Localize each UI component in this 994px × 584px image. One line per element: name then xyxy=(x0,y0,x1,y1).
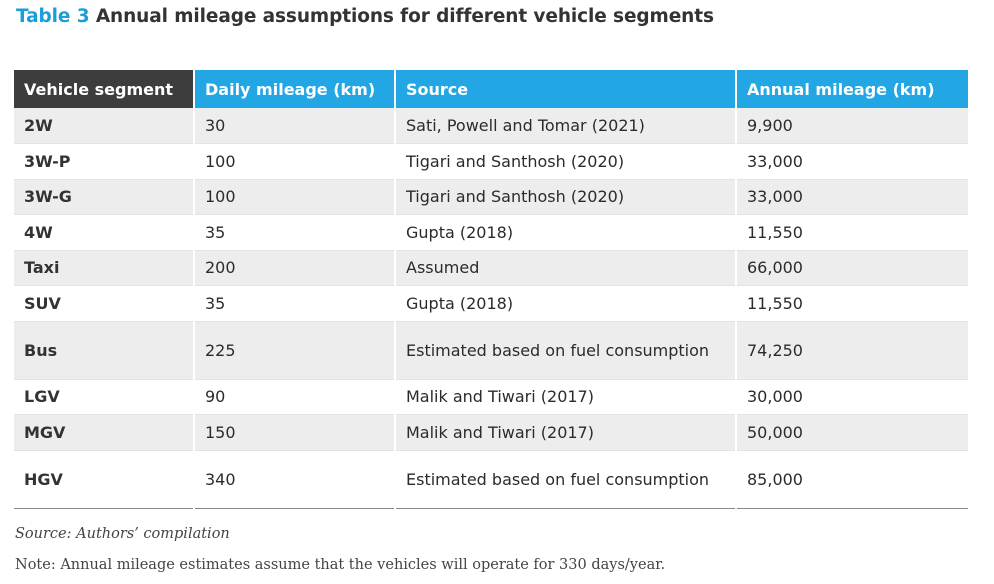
cell-daily: 340 xyxy=(194,450,395,508)
cell-annual: 30,000 xyxy=(736,379,968,415)
table-title-text: Annual mileage assumptions for different… xyxy=(96,6,714,27)
table-title: Table 3 Annual mileage assumptions for d… xyxy=(16,6,714,27)
cell-segment: Bus xyxy=(14,321,194,379)
header-daily-mileage: Daily mileage (km) xyxy=(194,70,395,108)
cell-source: Gupta (2018) xyxy=(395,286,736,322)
table-row: LGV 90 Malik and Tiwari (2017) 30,000 xyxy=(14,379,968,415)
cell-annual: 9,900 xyxy=(736,108,968,144)
cell-source: Gupta (2018) xyxy=(395,215,736,251)
cell-source: Estimated based on fuel consumption xyxy=(395,321,736,379)
cell-annual: 11,550 xyxy=(736,215,968,251)
cell-source: Assumed xyxy=(395,250,736,286)
table-row: Taxi 200 Assumed 66,000 xyxy=(14,250,968,286)
table-row: SUV 35 Gupta (2018) 11,550 xyxy=(14,286,968,322)
cell-annual: 66,000 xyxy=(736,250,968,286)
table-row: 3W-G 100 Tigari and Santhosh (2020) 33,0… xyxy=(14,179,968,215)
cell-segment: Taxi xyxy=(14,250,194,286)
header-annual-mileage: Annual mileage (km) xyxy=(736,70,968,108)
cell-source: Tigari and Santhosh (2020) xyxy=(395,179,736,215)
source-note: Source: Authors’ compilation xyxy=(15,526,230,542)
cell-segment: 2W xyxy=(14,108,194,144)
cell-daily: 30 xyxy=(194,108,395,144)
footnote: Note: Annual mileage estimates assume th… xyxy=(15,557,665,573)
table-row: MGV 150 Malik and Tiwari (2017) 50,000 xyxy=(14,415,968,451)
cell-source: Tigari and Santhosh (2020) xyxy=(395,144,736,180)
cell-daily: 100 xyxy=(194,179,395,215)
table-number: Table 3 xyxy=(16,6,89,27)
cell-segment: 4W xyxy=(14,215,194,251)
cell-segment: 3W-P xyxy=(14,144,194,180)
cell-segment: HGV xyxy=(14,450,194,508)
cell-segment: MGV xyxy=(14,415,194,451)
header-vehicle-segment: Vehicle segment xyxy=(14,70,194,108)
cell-daily: 90 xyxy=(194,379,395,415)
cell-annual: 74,250 xyxy=(736,321,968,379)
header-row: Vehicle segment Daily mileage (km) Sourc… xyxy=(14,70,968,108)
cell-daily: 100 xyxy=(194,144,395,180)
header-source: Source xyxy=(395,70,736,108)
cell-daily: 150 xyxy=(194,415,395,451)
cell-source: Malik and Tiwari (2017) xyxy=(395,379,736,415)
cell-annual: 33,000 xyxy=(736,179,968,215)
cell-annual: 85,000 xyxy=(736,450,968,508)
cell-annual: 33,000 xyxy=(736,144,968,180)
cell-annual: 50,000 xyxy=(736,415,968,451)
cell-daily: 200 xyxy=(194,250,395,286)
mileage-table: Vehicle segment Daily mileage (km) Sourc… xyxy=(14,70,968,509)
cell-annual: 11,550 xyxy=(736,286,968,322)
cell-segment: SUV xyxy=(14,286,194,322)
cell-source: Malik and Tiwari (2017) xyxy=(395,415,736,451)
cell-source: Sati, Powell and Tomar (2021) xyxy=(395,108,736,144)
cell-segment: 3W-G xyxy=(14,179,194,215)
table-row: 2W 30 Sati, Powell and Tomar (2021) 9,90… xyxy=(14,108,968,144)
table-row: 3W-P 100 Tigari and Santhosh (2020) 33,0… xyxy=(14,144,968,180)
table-row: Bus 225 Estimated based on fuel consumpt… xyxy=(14,321,968,379)
table-row: 4W 35 Gupta (2018) 11,550 xyxy=(14,215,968,251)
table-row: HGV 340 Estimated based on fuel consumpt… xyxy=(14,450,968,508)
cell-source: Estimated based on fuel consumption xyxy=(395,450,736,508)
cell-daily: 225 xyxy=(194,321,395,379)
cell-daily: 35 xyxy=(194,286,395,322)
cell-daily: 35 xyxy=(194,215,395,251)
cell-segment: LGV xyxy=(14,379,194,415)
